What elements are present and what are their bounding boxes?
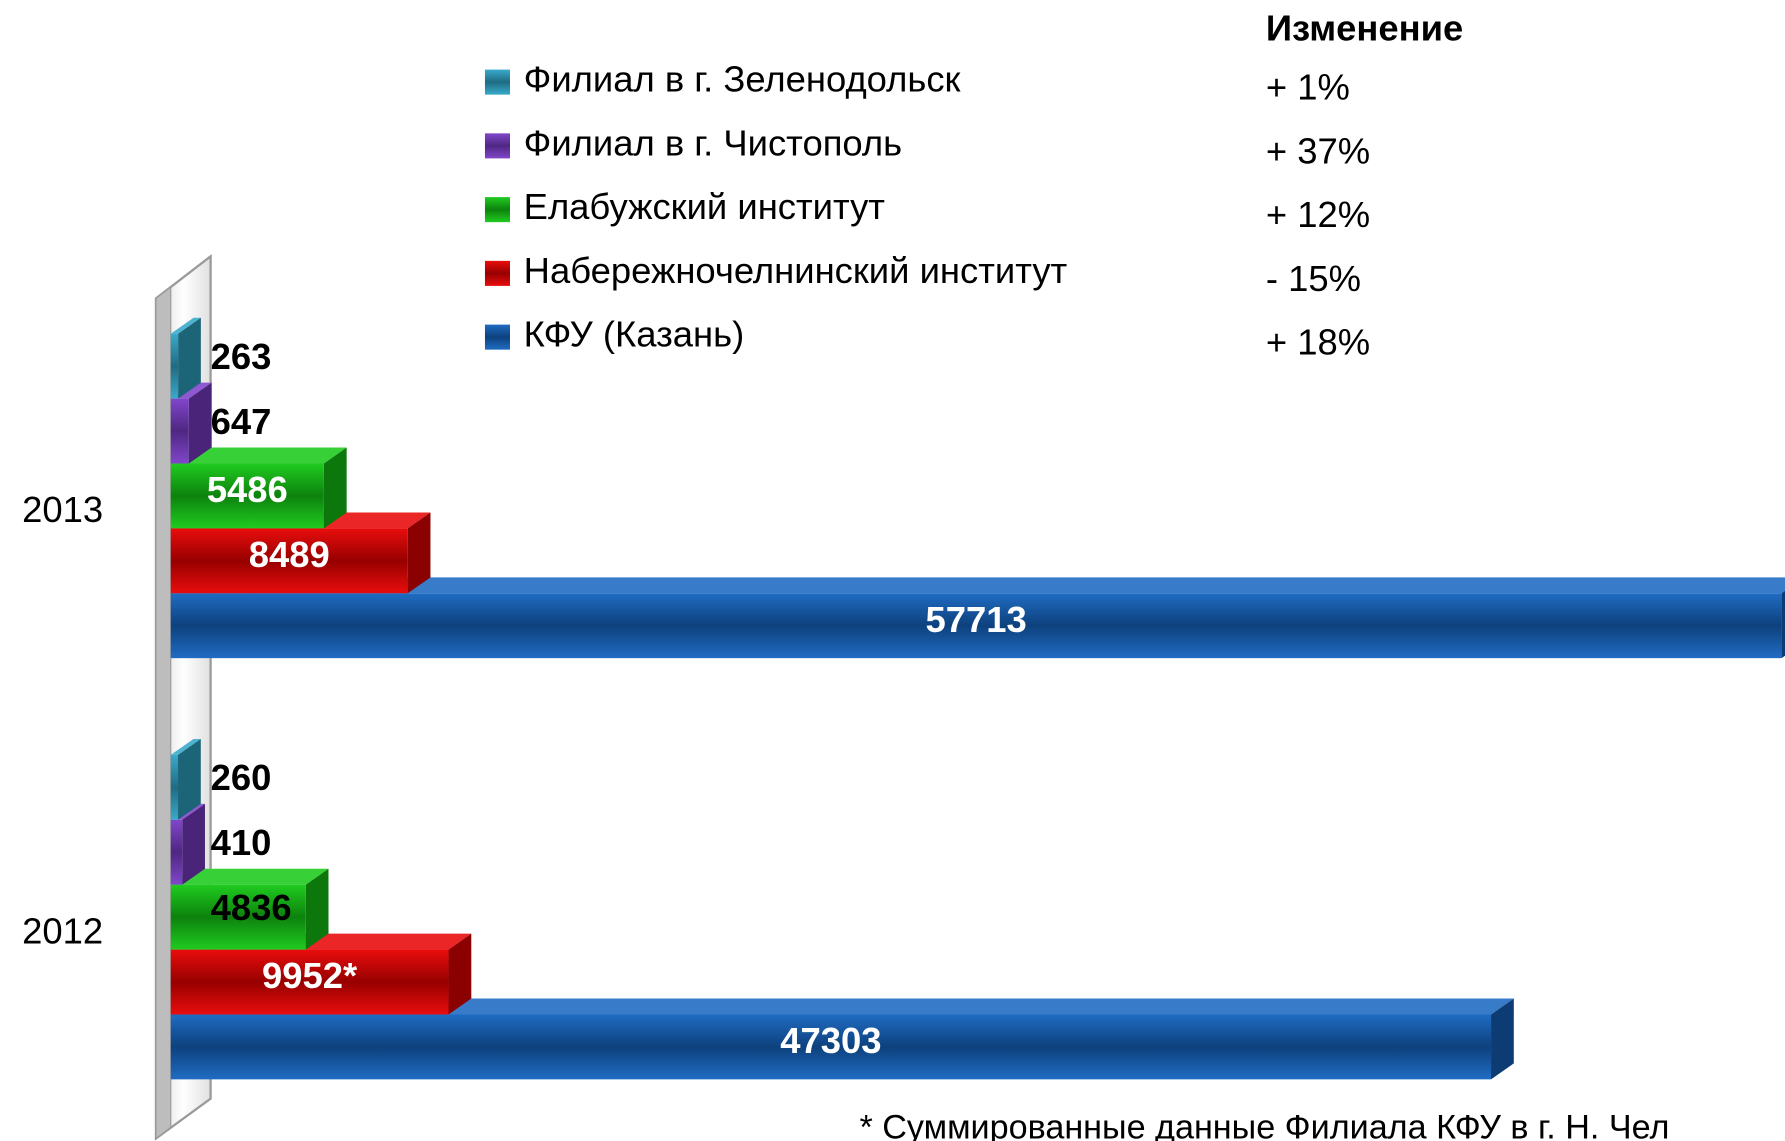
wall-edge — [155, 285, 172, 1140]
bar — [170, 884, 306, 950]
change-value: - 15% — [1266, 258, 1361, 299]
legend-swatch — [484, 197, 510, 223]
change-value: + 18% — [1266, 322, 1370, 363]
bar-top — [170, 577, 1785, 594]
data-label: 57713 — [926, 599, 1027, 640]
data-label: 8489 — [249, 534, 330, 575]
bar-top — [170, 447, 347, 464]
bar — [170, 593, 1782, 659]
bar — [170, 1014, 1492, 1080]
legend-label: Набережночелнинский институт — [524, 250, 1068, 291]
bar-side — [448, 933, 472, 1015]
legend-swatch — [484, 324, 510, 350]
bar-top — [170, 868, 329, 885]
change-value: + 12% — [1266, 194, 1370, 235]
data-label: 5486 — [207, 469, 288, 510]
bar-side — [182, 803, 205, 885]
bar-side — [323, 447, 347, 529]
bar — [170, 463, 324, 529]
data-label: 9952* — [262, 955, 358, 996]
category-label: 2012 — [22, 910, 103, 951]
legend-swatch — [484, 260, 510, 286]
bar-top — [170, 738, 201, 755]
bar-side — [1491, 998, 1514, 1080]
legend-label: Филиал в г. Зеленодольск — [524, 59, 962, 100]
bar — [170, 949, 449, 1015]
data-label: 410 — [211, 822, 272, 863]
data-label: 263 — [211, 336, 272, 377]
bar-side — [1781, 590, 1785, 659]
legend-swatch — [484, 133, 510, 159]
change-value: + 1% — [1266, 67, 1350, 108]
bar — [170, 819, 183, 885]
bar-side — [305, 868, 329, 950]
category-label: 2013 — [22, 489, 103, 530]
legend-label: КФУ (Казань) — [524, 314, 745, 355]
bar — [170, 398, 189, 464]
legend-swatch — [484, 69, 510, 95]
legend-label: Елабужский институт — [524, 186, 886, 227]
bar-side — [178, 317, 201, 399]
data-label: 4836 — [211, 887, 292, 928]
bar — [170, 333, 179, 399]
bar — [170, 754, 179, 820]
bar-side — [407, 512, 431, 594]
legend-label: Филиал в г. Чистополь — [524, 123, 902, 164]
data-label: 47303 — [780, 1020, 881, 1061]
data-label: 647 — [211, 401, 272, 442]
change-value: + 37% — [1266, 130, 1370, 171]
bar — [170, 528, 408, 594]
bar-top — [170, 317, 201, 334]
bar-top — [170, 998, 1514, 1015]
footnote: * Суммированные данные Филиала КФУ в г. … — [859, 1108, 1669, 1141]
bar-side — [188, 382, 212, 464]
change-header: Изменение — [1266, 8, 1463, 49]
data-label: 260 — [211, 757, 272, 798]
bar-side — [178, 738, 201, 820]
